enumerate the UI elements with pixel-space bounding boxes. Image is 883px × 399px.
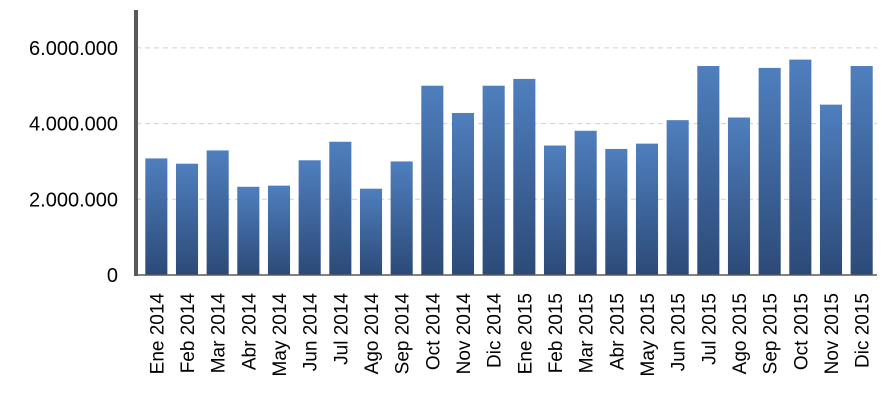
x-tick-label: Mar 2015	[577, 293, 598, 373]
bar	[359, 188, 383, 275]
bar	[574, 130, 597, 275]
x-tick-label: Abr 2014	[239, 293, 260, 371]
bar	[145, 158, 168, 275]
y-tick-label: 2.000.000	[29, 189, 118, 211]
x-tick-label: Oct 2015	[791, 293, 812, 370]
x-tick-label: Feb 2014	[178, 293, 199, 374]
x-tick-label: Nov 2015	[822, 293, 843, 374]
bar	[666, 120, 689, 276]
x-tick-label: Ago 2014	[362, 293, 383, 375]
bar	[789, 59, 812, 275]
bar	[267, 185, 291, 275]
x-tick-label: Jun 2015	[669, 293, 690, 371]
bar	[237, 186, 260, 275]
x-tick-label: Jul 2014	[331, 293, 352, 365]
bar	[605, 148, 628, 275]
bar	[206, 150, 229, 275]
x-tick-label: Ene 2014	[147, 293, 168, 375]
x-tick-label: May 2014	[270, 293, 291, 377]
bar	[421, 85, 444, 275]
x-tick-label: Ago 2015	[730, 293, 751, 374]
bar	[543, 145, 567, 275]
x-tick-label: Dic 2015	[853, 293, 874, 368]
bar	[482, 85, 505, 275]
x-tick-label: Feb 2015	[546, 293, 567, 373]
x-tick-label: Sep 2014	[393, 293, 414, 375]
bar	[635, 143, 659, 275]
x-tick-labels: Ene 2014 Feb 2014 Mar 2014 Abr 2014 May 2014…	[147, 293, 873, 377]
x-tick-label: Ene 2015	[515, 293, 536, 374]
x-tick-label: May 2015	[638, 293, 659, 376]
bar	[850, 66, 873, 276]
bar	[175, 163, 199, 275]
bar	[727, 117, 751, 275]
x-tick-label: Sep 2015	[761, 293, 782, 374]
bars	[145, 59, 873, 276]
bar	[390, 161, 413, 275]
x-tick-label: Nov 2014	[454, 293, 475, 375]
bar	[298, 160, 321, 275]
bar	[697, 66, 720, 276]
bar	[758, 67, 781, 276]
y-tick-label: 6.000.000	[29, 38, 118, 60]
x-tick-label: Oct 2014	[423, 293, 444, 371]
x-tick-label: Mar 2014	[209, 293, 230, 374]
bar	[513, 78, 536, 276]
axes	[134, 10, 877, 276]
y-tick-label: 0	[107, 265, 118, 287]
bar	[329, 141, 352, 275]
x-tick-label: Jul 2015	[699, 293, 720, 365]
gridlines	[136, 47, 877, 200]
x-tick-label: Jun 2014	[301, 293, 322, 372]
bar	[451, 112, 475, 275]
bar	[819, 104, 843, 276]
x-tick-label: Abr 2015	[607, 293, 628, 370]
y-tick-label: 4.000.000	[29, 114, 118, 136]
y-tick-labels: 0 2.000.000 4.000.000 6.000.000	[29, 38, 118, 287]
x-tick-label: Dic 2014	[485, 293, 506, 368]
